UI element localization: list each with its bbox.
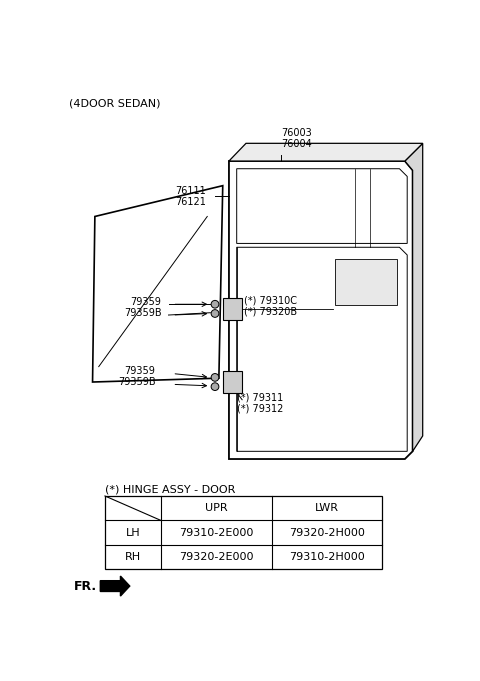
Text: 76003
76004: 76003 76004	[281, 128, 312, 150]
Polygon shape	[335, 259, 397, 305]
Text: 79310-2H000: 79310-2H000	[289, 552, 365, 562]
Circle shape	[211, 374, 219, 381]
Text: (*) 79310C
(*) 79320B: (*) 79310C (*) 79320B	[244, 295, 298, 317]
Text: LWR: LWR	[315, 503, 339, 513]
Text: (*) HINGE ASSY - DOOR: (*) HINGE ASSY - DOOR	[105, 484, 235, 494]
Text: 79320-2E000: 79320-2E000	[179, 552, 253, 562]
Polygon shape	[405, 143, 423, 452]
Circle shape	[211, 383, 219, 390]
Circle shape	[211, 310, 219, 317]
Polygon shape	[100, 576, 130, 596]
Polygon shape	[105, 496, 383, 569]
Text: 79359: 79359	[130, 297, 161, 307]
Text: 79359B: 79359B	[124, 308, 162, 318]
Polygon shape	[229, 143, 423, 161]
Text: LH: LH	[126, 528, 140, 537]
Text: 79359: 79359	[124, 366, 155, 376]
Text: 76111
76121: 76111 76121	[175, 186, 205, 207]
Polygon shape	[223, 371, 242, 393]
Polygon shape	[223, 298, 242, 319]
Polygon shape	[93, 186, 223, 382]
Text: 79359B: 79359B	[118, 377, 156, 387]
Text: (*) 79311
(*) 79312: (*) 79311 (*) 79312	[237, 392, 283, 413]
Text: (4DOOR SEDAN): (4DOOR SEDAN)	[69, 99, 161, 109]
Text: 79320-2H000: 79320-2H000	[289, 528, 365, 537]
Circle shape	[211, 300, 219, 308]
Polygon shape	[229, 161, 413, 459]
Text: 79310-2E000: 79310-2E000	[179, 528, 253, 537]
Text: UPR: UPR	[205, 503, 228, 513]
Text: RH: RH	[125, 552, 141, 562]
Text: FR.: FR.	[74, 580, 97, 592]
